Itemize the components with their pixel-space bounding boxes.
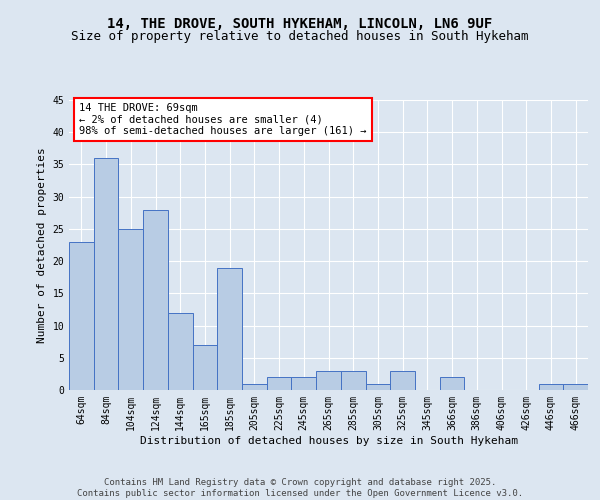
Bar xyxy=(316,370,341,390)
Y-axis label: Number of detached properties: Number of detached properties xyxy=(37,147,47,343)
Bar xyxy=(341,370,365,390)
Bar xyxy=(168,312,193,390)
Text: Size of property relative to detached houses in South Hykeham: Size of property relative to detached ho… xyxy=(71,30,529,43)
Text: 14 THE DROVE: 69sqm
← 2% of detached houses are smaller (4)
98% of semi-detached: 14 THE DROVE: 69sqm ← 2% of detached hou… xyxy=(79,103,367,136)
Text: 14, THE DROVE, SOUTH HYKEHAM, LINCOLN, LN6 9UF: 14, THE DROVE, SOUTH HYKEHAM, LINCOLN, L… xyxy=(107,18,493,32)
Bar xyxy=(539,384,563,390)
X-axis label: Distribution of detached houses by size in South Hykeham: Distribution of detached houses by size … xyxy=(139,436,517,446)
Bar xyxy=(143,210,168,390)
Bar xyxy=(440,377,464,390)
Bar xyxy=(292,377,316,390)
Bar xyxy=(94,158,118,390)
Bar xyxy=(118,229,143,390)
Bar xyxy=(193,345,217,390)
Bar xyxy=(390,370,415,390)
Bar xyxy=(267,377,292,390)
Bar xyxy=(242,384,267,390)
Bar xyxy=(563,384,588,390)
Bar xyxy=(365,384,390,390)
Bar xyxy=(69,242,94,390)
Bar xyxy=(217,268,242,390)
Text: Contains HM Land Registry data © Crown copyright and database right 2025.
Contai: Contains HM Land Registry data © Crown c… xyxy=(77,478,523,498)
